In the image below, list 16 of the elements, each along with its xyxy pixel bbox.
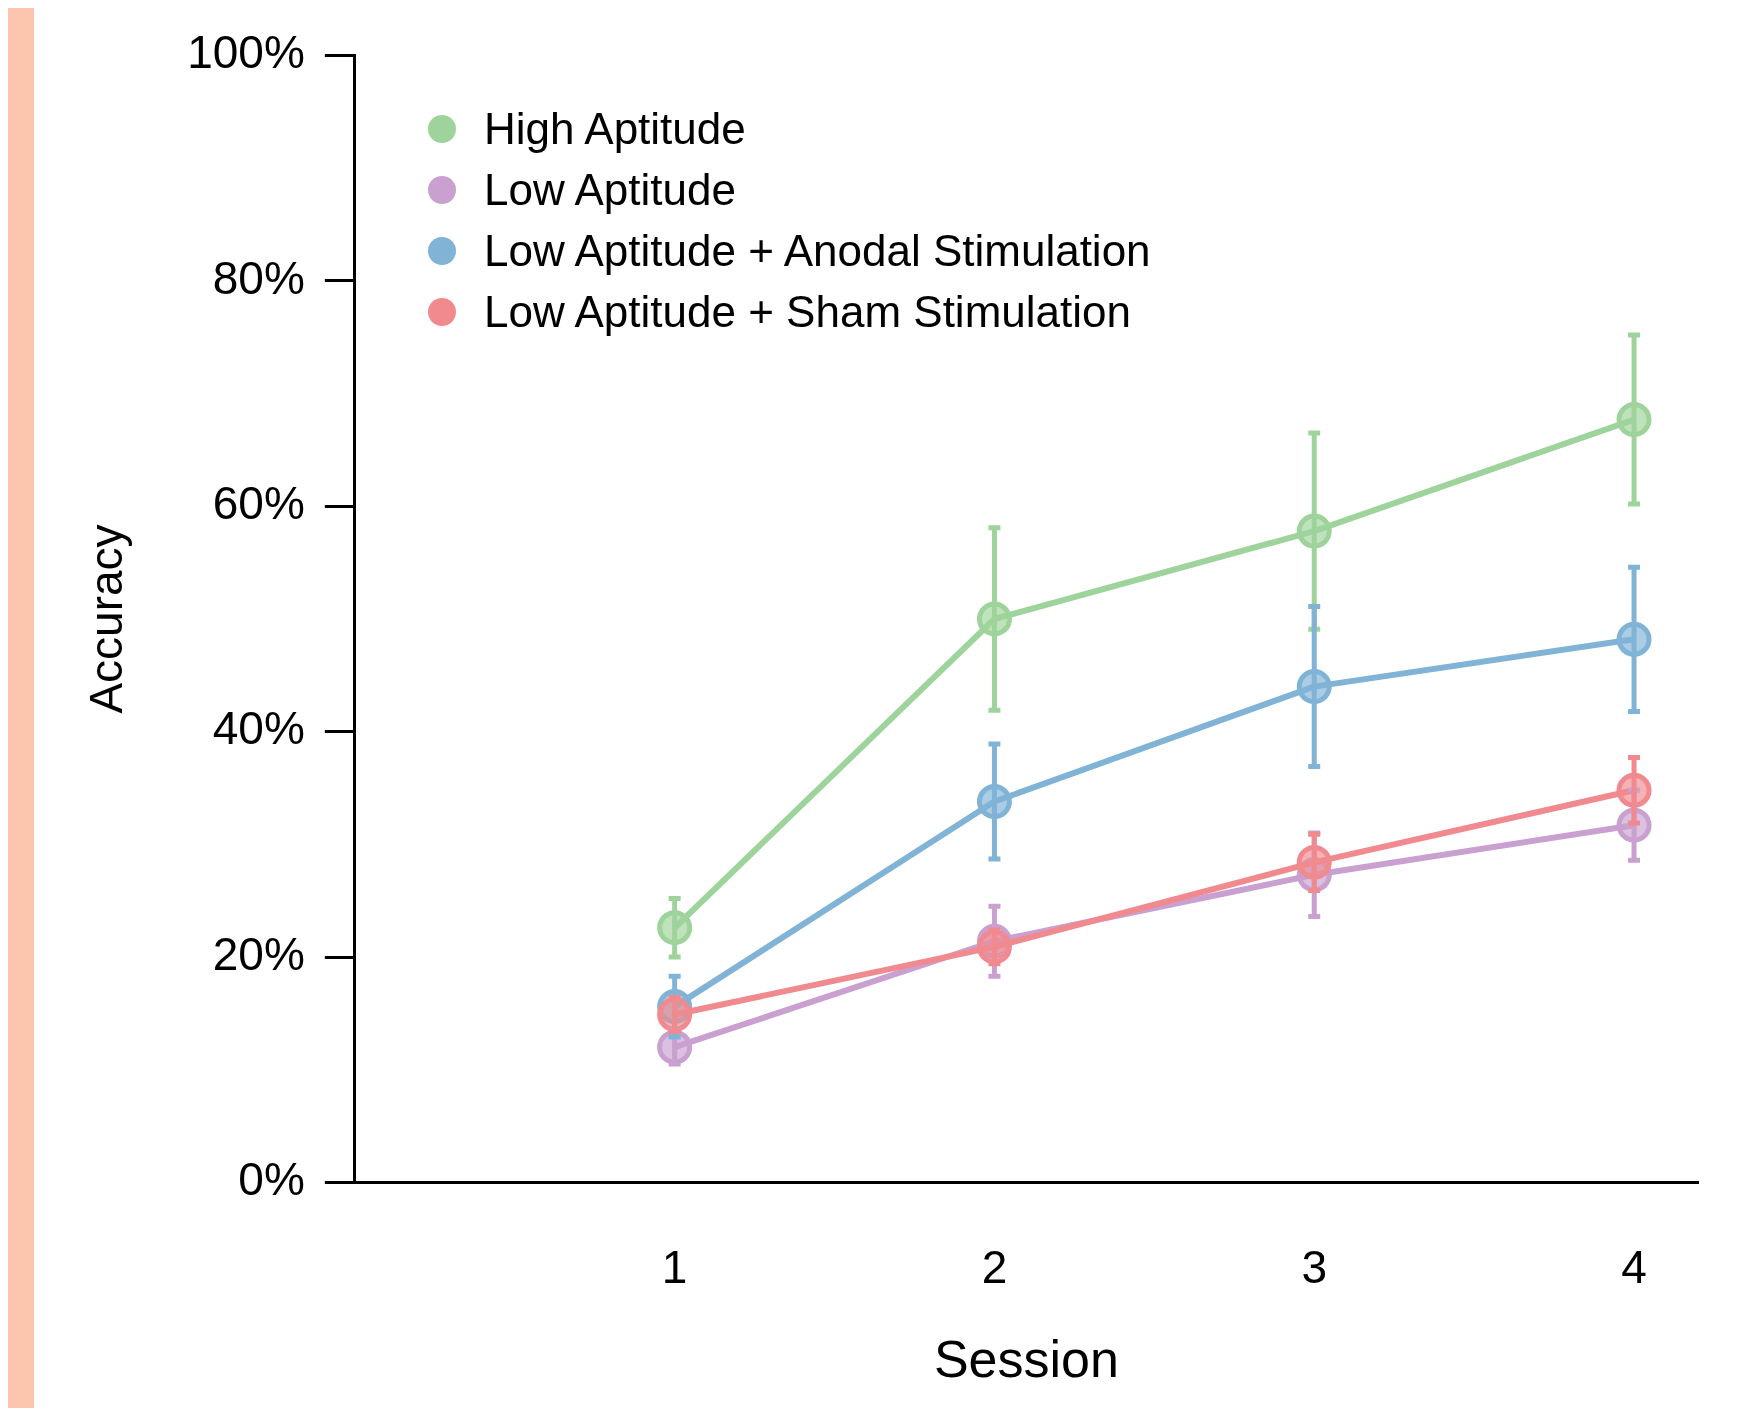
y-tick-label: 100% [187,26,305,79]
x-tick-label: 3 [1301,1240,1328,1293]
y-tick-label: 80% [212,251,305,304]
legend-label: High Aptitude [484,103,746,154]
x-tick-label: 4 [1621,1240,1647,1293]
y-tick-label: 20% [212,927,305,980]
legend-label: Low Aptitude + Anodal Stimulation [484,225,1151,276]
x-tick-label: 1 [661,1240,688,1293]
y-tick-label: 0% [238,1153,305,1206]
y-tick-label: 60% [212,477,305,530]
legend-label: Low Aptitude + Sham Stimulation [484,286,1131,337]
y-axis-title: Accuracy [80,524,133,714]
legend-label: Low Aptitude [484,164,736,215]
x-tick-label: 2 [981,1240,1008,1293]
x-axis-title: Session [933,1330,1119,1389]
y-tick-label: 40% [212,702,305,755]
